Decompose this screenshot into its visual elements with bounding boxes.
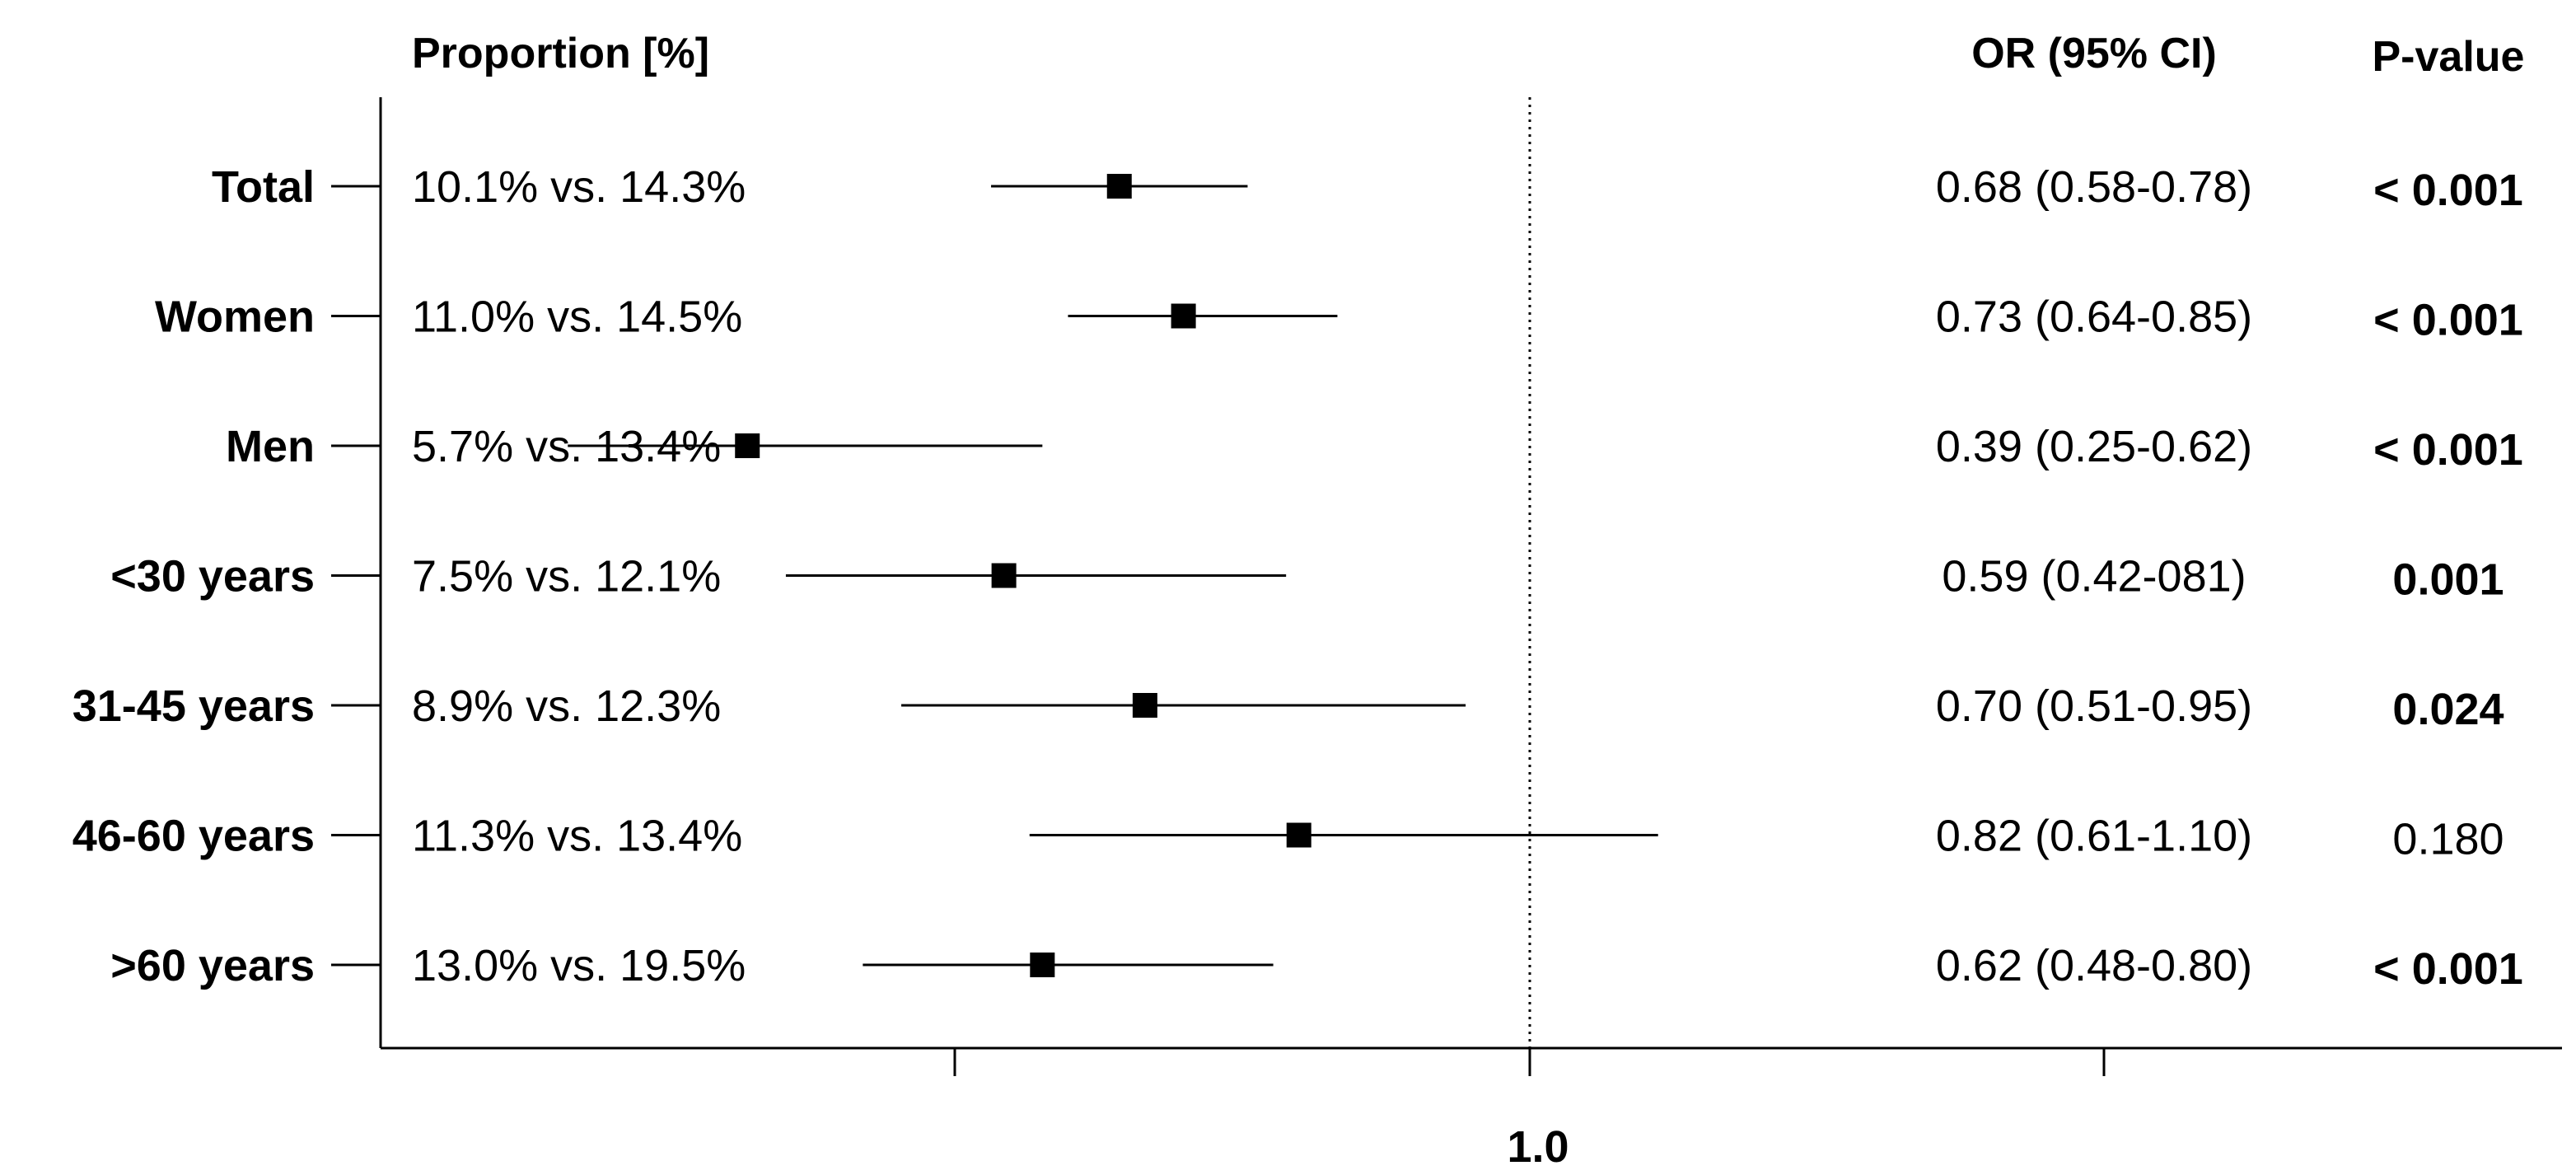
row-category-label: Men — [226, 422, 315, 471]
row-category-label: Women — [155, 293, 315, 342]
row-proportion: 8.9% vs. 12.3% — [412, 681, 721, 731]
row-pvalue: < 0.001 — [2373, 944, 2523, 994]
row-category-label: Total — [212, 162, 315, 212]
x-tick-label: 1.0 — [1507, 1122, 1569, 1172]
header-pvalue: P-value — [2373, 33, 2525, 81]
forest-rows: Total 10.1% vs. 14.3% 0.68 (0.58-0.78) < 0.… — [72, 162, 2523, 994]
row-pvalue: 0.180 — [2392, 815, 2504, 864]
row-proportion: 7.5% vs. 12.1% — [412, 552, 721, 602]
or-point-marker — [1106, 174, 1132, 199]
row-pvalue: < 0.001 — [2373, 166, 2523, 215]
header-proportion: Proportion [%] — [412, 30, 709, 77]
or-point-marker — [991, 563, 1017, 588]
row-or-ci: 0.68 (0.58-0.78) — [1936, 162, 2252, 212]
row-or-ci: 0.62 (0.48-0.80) — [1936, 941, 2252, 990]
row-category-label: 31-45 years — [72, 681, 315, 731]
or-point-marker — [1132, 693, 1157, 718]
row-pvalue: < 0.001 — [2373, 296, 2523, 345]
row-or-ci: 0.39 (0.25-0.62) — [1936, 422, 2252, 471]
row-pvalue: 0.024 — [2392, 685, 2504, 734]
row-or-ci: 0.59 (0.42-081) — [1942, 552, 2246, 602]
or-point-marker — [1171, 303, 1196, 329]
row-proportion: 10.1% vs. 14.3% — [412, 162, 746, 212]
row-category-label: >60 years — [110, 941, 315, 990]
row-proportion: 13.0% vs. 19.5% — [412, 941, 746, 990]
row-or-ci: 0.73 (0.64-0.85) — [1936, 293, 2252, 342]
row-category-label: 46-60 years — [72, 812, 315, 861]
row-proportion: 11.3% vs. 13.4% — [412, 812, 742, 861]
row-pvalue: 0.001 — [2392, 555, 2504, 605]
row-category-label: <30 years — [110, 552, 315, 602]
row-or-ci: 0.70 (0.51-0.95) — [1936, 681, 2252, 731]
row-pvalue: < 0.001 — [2373, 425, 2523, 475]
or-point-marker — [1030, 953, 1055, 977]
row-or-ci: 0.82 (0.61-1.10) — [1936, 812, 2252, 861]
header-or: OR (95% CI) — [1971, 30, 2217, 77]
row-proportion: 11.0% vs. 14.5% — [412, 293, 742, 342]
or-point-marker — [735, 433, 760, 458]
or-point-marker — [1286, 822, 1311, 848]
